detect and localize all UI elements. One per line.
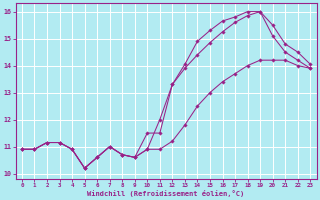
X-axis label: Windchill (Refroidissement éolien,°C): Windchill (Refroidissement éolien,°C) — [87, 190, 245, 197]
